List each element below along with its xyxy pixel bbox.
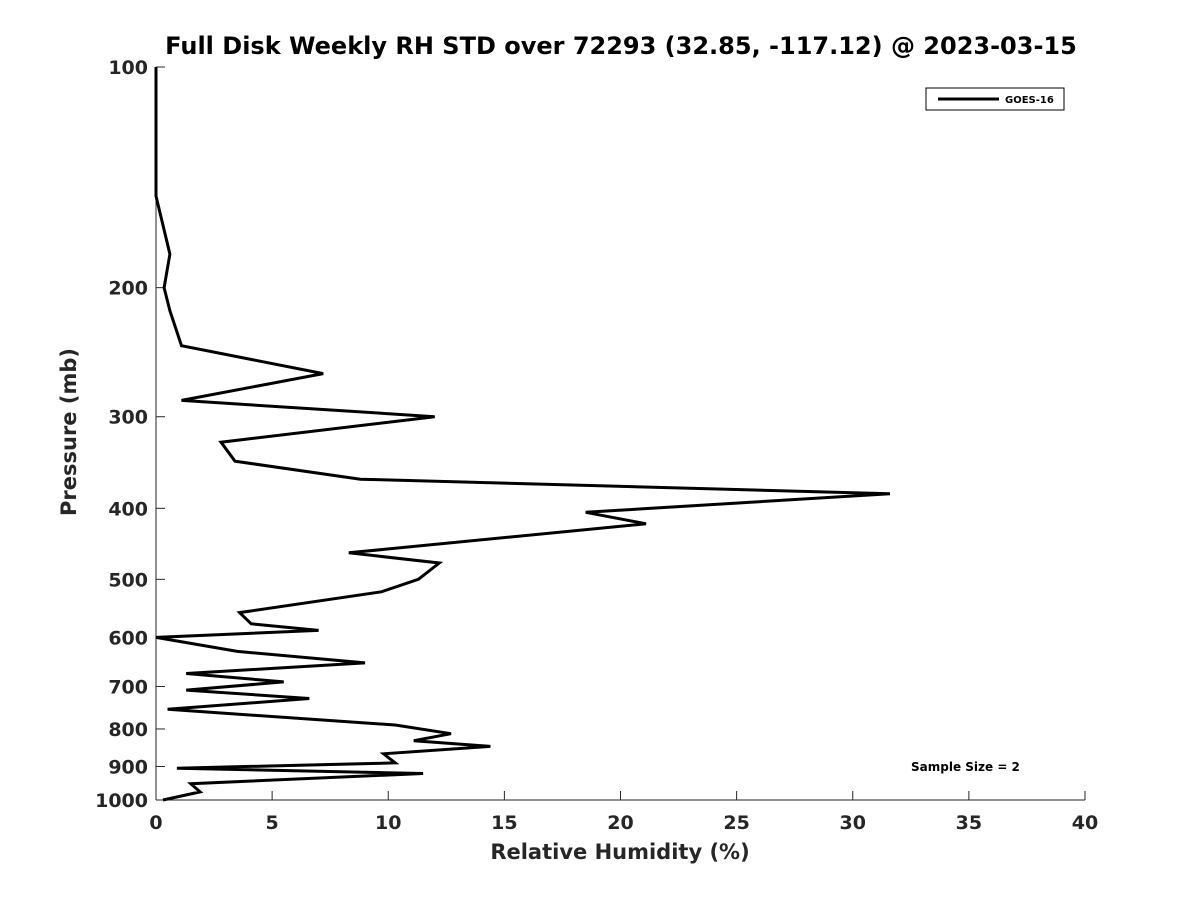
y-tick-label-700: 700 bbox=[108, 676, 148, 698]
y-tick-label-900: 900 bbox=[108, 756, 148, 778]
y-axis-ticks: 100 200 300 400 500 600 700 800 900 1000 bbox=[95, 57, 165, 812]
y-tick-label-800: 800 bbox=[108, 719, 148, 741]
x-axis-ticks: 0 5 10 15 20 25 30 35 40 bbox=[149, 791, 1098, 834]
x-tick-label-10: 10 bbox=[375, 812, 401, 834]
y-tick-label-600: 600 bbox=[108, 627, 148, 649]
x-tick-label-25: 25 bbox=[723, 812, 749, 834]
y-tick-label-300: 300 bbox=[108, 407, 148, 429]
y-axis-label: Pressure (mb) bbox=[57, 348, 81, 516]
y-tick-label-100: 100 bbox=[108, 57, 148, 79]
chart-title: Full Disk Weekly RH STD over 72293 (32.8… bbox=[165, 32, 1077, 60]
x-tick-label-30: 30 bbox=[840, 812, 866, 834]
x-tick-label-15: 15 bbox=[491, 812, 517, 834]
x-tick-label-20: 20 bbox=[607, 812, 633, 834]
x-tick-label-5: 5 bbox=[266, 812, 279, 834]
y-tick-label-200: 200 bbox=[108, 278, 148, 300]
legend: GOES-16 bbox=[925, 87, 1065, 111]
y-tick-label-1000: 1000 bbox=[95, 790, 148, 812]
x-axis-label: Relative Humidity (%) bbox=[490, 840, 749, 864]
y-tick-label-400: 400 bbox=[108, 498, 148, 520]
sample-size-annotation: Sample Size = 2 bbox=[911, 760, 1020, 774]
series-line-goes-16 bbox=[154, 67, 890, 802]
legend-label-goes-16: GOES-16 bbox=[1005, 95, 1054, 106]
x-tick-label-35: 35 bbox=[956, 812, 982, 834]
y-tick-label-500: 500 bbox=[108, 569, 148, 591]
x-tick-label-40: 40 bbox=[1072, 812, 1098, 834]
x-tick-label-0: 0 bbox=[149, 812, 162, 834]
